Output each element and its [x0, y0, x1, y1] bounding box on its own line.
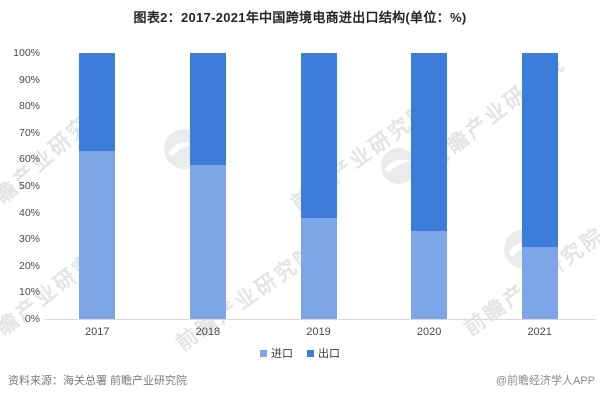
bar-segment-进口-2020	[411, 231, 448, 319]
x-axis-tick-label: 2018	[195, 326, 221, 338]
y-axis-tick-label: 80%	[18, 100, 40, 113]
source-note: 资料来源：海关总署 前瞻产业研究院	[8, 375, 188, 387]
stacked-bar-2017	[79, 53, 116, 319]
y-axis-tick-label: 60%	[18, 153, 40, 166]
bar-segment-进口-2021	[521, 247, 558, 319]
y-axis-tick-label: 30%	[18, 233, 40, 246]
stacked-bar-2020	[411, 53, 448, 319]
legend-label: 进口	[271, 348, 293, 360]
bar-segment-出口-2018	[189, 53, 226, 165]
legend-item-出口: 出口	[307, 345, 340, 361]
legend: 进口 出口	[0, 345, 600, 361]
x-axis-tick-label: 2019	[306, 326, 331, 338]
x-axis-tick-label: 2017	[85, 326, 110, 338]
x-axis-line	[45, 319, 596, 320]
y-axis-tick-label: 50%	[18, 180, 40, 192]
bar-segment-进口-2017	[79, 151, 116, 319]
y-axis-tick-label: 100%	[13, 47, 40, 59]
y-axis-tick-label: 90%	[18, 73, 40, 86]
y-axis-tick-label: 20%	[18, 259, 40, 272]
y-axis-tick-label: 0%	[24, 313, 40, 325]
y-axis-tick-label: 10%	[18, 286, 40, 299]
stacked-bar-2019	[300, 53, 337, 319]
chart-title: 图表2：2017-2021年中国跨境电商进出口结构(单位：%)	[133, 10, 467, 25]
legend-item-进口: 进口	[260, 345, 293, 361]
legend-label: 出口	[318, 348, 340, 360]
bar-segment-出口-2020	[411, 53, 448, 232]
legend-swatch-icon	[260, 349, 267, 357]
bar-segment-出口-2019	[300, 53, 337, 218]
credit-note: @前瞻经济学人APP	[495, 375, 595, 387]
stacked-bar-2021	[521, 53, 558, 319]
y-axis-tick-label: 70%	[18, 126, 40, 139]
y-axis-tick-label: 40%	[18, 206, 40, 219]
bar-segment-进口-2019	[300, 217, 337, 319]
x-axis-tick-label: 2021	[527, 326, 552, 338]
legend-swatch-icon	[307, 349, 314, 357]
stacked-bar-2018	[189, 53, 226, 319]
bar-segment-出口-2017	[79, 53, 116, 152]
bar-segment-进口-2018	[189, 164, 226, 319]
x-axis-tick-label: 2020	[416, 326, 442, 338]
bar-segment-出口-2021	[521, 53, 558, 248]
